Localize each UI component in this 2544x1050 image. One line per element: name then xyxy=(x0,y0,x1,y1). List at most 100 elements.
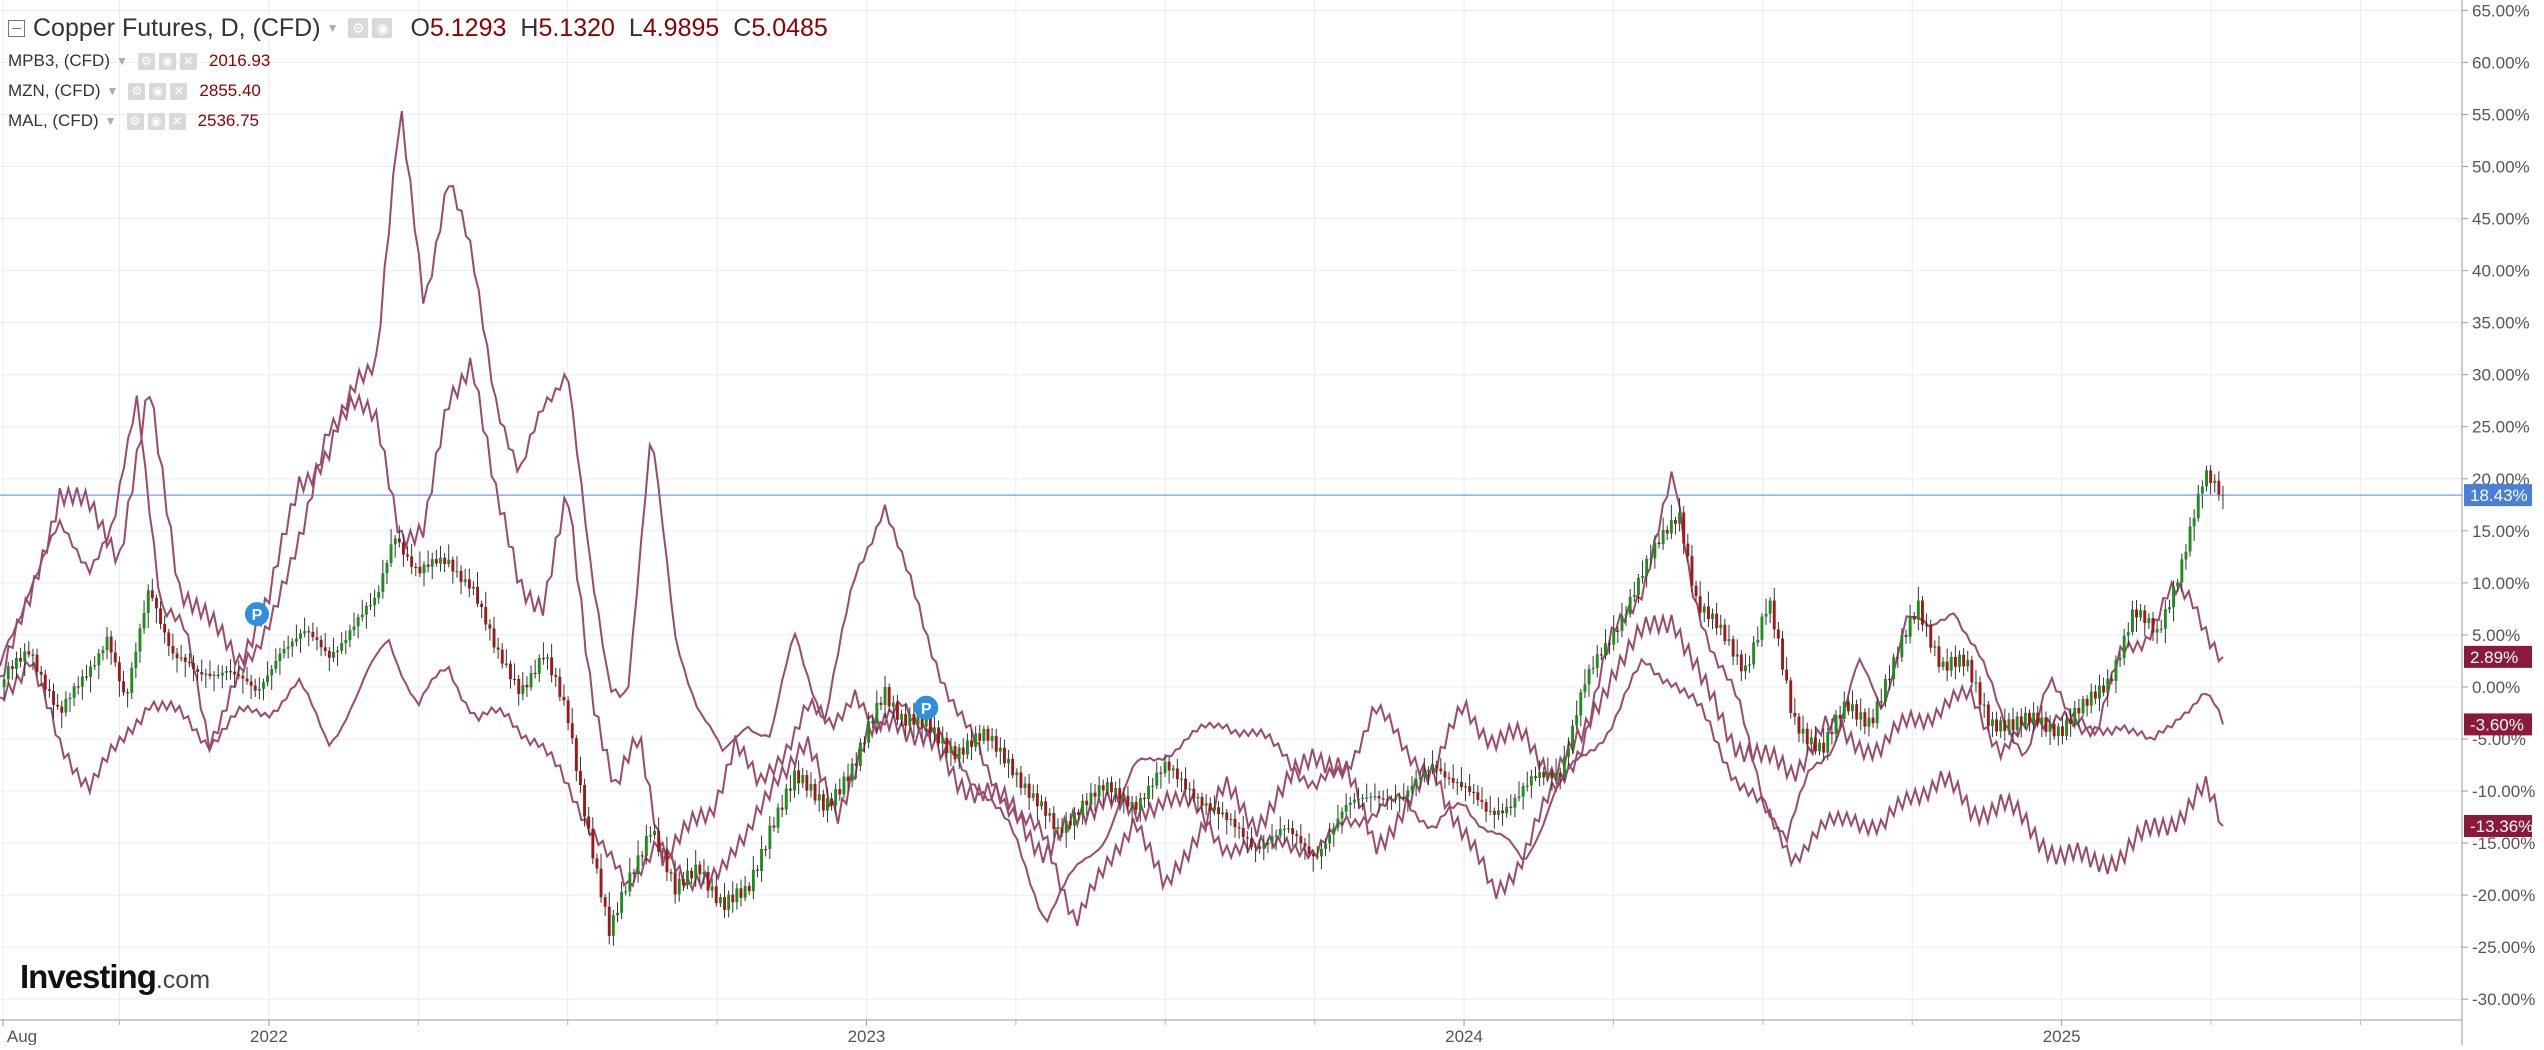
candle-body xyxy=(52,691,55,705)
candle-body xyxy=(500,649,504,664)
legend-main-row: Copper Futures, D, (CFD) ▼ ⚙ ◉ O 5.1293 H… xyxy=(8,10,828,46)
candle-body xyxy=(1262,843,1266,849)
candle-body xyxy=(1727,639,1731,642)
visibility-icon[interactable]: ◉ xyxy=(149,82,167,100)
candle-body xyxy=(472,586,475,589)
visibility-icon[interactable]: ◉ xyxy=(372,18,393,38)
y-tick-label: 40.00% xyxy=(2472,262,2530,281)
candle-body xyxy=(1612,630,1616,645)
candle-body xyxy=(1118,788,1122,800)
candle-body xyxy=(990,735,994,741)
candle-body xyxy=(307,631,311,633)
candle-body xyxy=(171,646,175,654)
candle-body xyxy=(1665,530,1669,534)
candle-body xyxy=(768,825,772,850)
candle-body xyxy=(636,855,640,874)
candle-body xyxy=(1093,792,1097,797)
sub-series-name[interactable]: MPB3, (CFD) xyxy=(8,51,110,70)
candle-body xyxy=(27,651,31,655)
y-tick-label: 5.00% xyxy=(2472,626,2520,645)
candle-body xyxy=(463,579,467,582)
y-tick-label: -15.00% xyxy=(2472,834,2535,853)
candle-body xyxy=(1949,657,1953,671)
candle-body xyxy=(2168,607,2171,610)
candle-body xyxy=(616,912,619,916)
candle-body xyxy=(1064,820,1068,833)
candle-body xyxy=(834,789,838,806)
candle-body xyxy=(1336,818,1340,828)
candle-body xyxy=(241,675,245,679)
candle-body xyxy=(1208,803,1212,811)
candle-body xyxy=(1995,719,1998,732)
candle-body xyxy=(1476,792,1480,801)
close-label: C xyxy=(733,13,752,42)
candle-body xyxy=(1101,785,1105,791)
candle-body xyxy=(710,886,714,891)
candle-body xyxy=(1287,828,1290,830)
candle-body xyxy=(1801,728,1805,734)
candle-body xyxy=(1669,520,1673,534)
candle-body xyxy=(402,542,405,555)
candle-body xyxy=(1221,812,1225,815)
event-marker-icon[interactable] xyxy=(914,695,939,720)
candle-body xyxy=(187,661,191,664)
candle-body xyxy=(1171,768,1175,771)
candle-body xyxy=(2085,699,2089,706)
candle-body xyxy=(212,674,216,677)
collapse-box-icon[interactable] xyxy=(8,19,25,37)
y-tick-label: 20.00% xyxy=(2472,470,2530,489)
candle-body xyxy=(447,559,451,564)
candle-body xyxy=(2019,716,2023,726)
candle-body xyxy=(1867,717,1871,727)
candle-body xyxy=(1809,737,1813,745)
logo-suffix: .com xyxy=(155,966,211,994)
caret-down-icon[interactable]: ▼ xyxy=(106,84,119,98)
candle-body xyxy=(727,894,731,910)
sub-series-name[interactable]: MAL, (CFD) xyxy=(8,111,99,130)
candle-body xyxy=(1007,758,1010,764)
candle-body xyxy=(735,888,739,903)
candle-body xyxy=(982,728,986,741)
visibility-icon[interactable]: ◉ xyxy=(158,52,176,70)
candle-body xyxy=(1468,786,1472,792)
candle-body xyxy=(459,571,463,582)
candle-body xyxy=(644,836,648,857)
remove-icon[interactable]: ✕ xyxy=(170,82,188,100)
candle-body xyxy=(517,679,521,694)
caret-down-icon[interactable]: ▼ xyxy=(326,21,339,35)
settings-icon[interactable]: ⚙ xyxy=(128,82,146,100)
settings-icon[interactable]: ⚙ xyxy=(126,112,144,130)
candle-body xyxy=(1525,785,1529,787)
candle-body xyxy=(1875,701,1879,724)
candle-body xyxy=(1332,827,1336,835)
candle-body xyxy=(603,897,607,907)
open-value: 5.1293 xyxy=(429,13,507,42)
candle-body xyxy=(2106,678,2110,693)
instrument-title[interactable]: Copper Futures, D, (CFD) xyxy=(33,13,321,42)
remove-icon[interactable]: ✕ xyxy=(168,112,186,130)
candle-body xyxy=(377,592,381,598)
caret-down-icon[interactable]: ▼ xyxy=(104,114,117,128)
candle-body xyxy=(1772,600,1776,630)
candle-body xyxy=(916,714,920,725)
comparison-line-mal xyxy=(0,357,2224,924)
candle-body xyxy=(649,835,652,837)
caret-down-icon[interactable]: ▼ xyxy=(116,54,128,68)
settings-icon[interactable]: ⚙ xyxy=(348,18,369,38)
candle-body xyxy=(949,746,953,753)
candle-body xyxy=(364,605,368,615)
candle-body xyxy=(1529,776,1533,786)
candle-body xyxy=(1822,742,1826,753)
investing-logo: Investing.com xyxy=(20,958,210,996)
candle-body xyxy=(850,763,854,782)
candle-body xyxy=(1245,837,1249,839)
candle-body xyxy=(1237,827,1241,829)
event-marker-icon[interactable] xyxy=(244,602,269,627)
visibility-icon[interactable]: ◉ xyxy=(147,112,165,130)
remove-icon[interactable]: ✕ xyxy=(179,52,197,70)
settings-icon[interactable]: ⚙ xyxy=(137,52,155,70)
candle-body xyxy=(1159,772,1163,774)
candle-body xyxy=(2069,719,2073,724)
sub-series-name[interactable]: MZN, (CFD) xyxy=(8,81,101,100)
